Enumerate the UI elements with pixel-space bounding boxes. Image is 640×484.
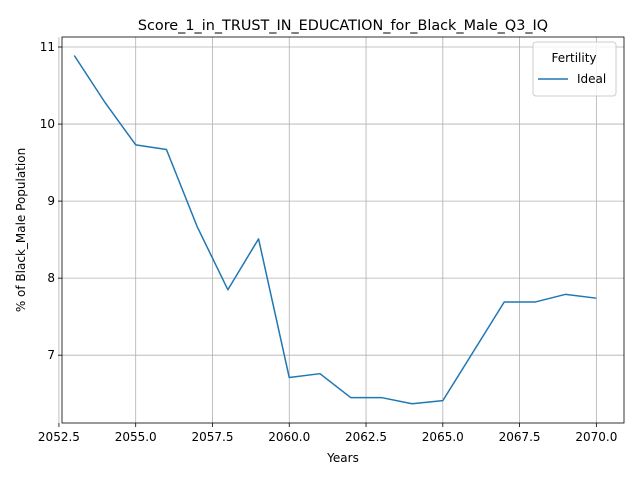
x-tick-label: 2062.5 — [345, 430, 387, 444]
x-tick-label: 2055.0 — [115, 430, 157, 444]
grid — [58, 37, 624, 423]
chart-title: Score_1_in_TRUST_IN_EDUCATION_for_Black_… — [138, 18, 548, 34]
x-tick-label: 2065.0 — [422, 430, 464, 444]
x-tick-label: 2060.0 — [268, 430, 310, 444]
series-layer — [73, 55, 597, 405]
x-tick-label: 2070.0 — [575, 430, 617, 444]
legend: Fertility Ideal — [532, 41, 617, 97]
legend-label-ideal: Ideal — [577, 72, 606, 86]
y-tick-label: 8 — [47, 271, 55, 285]
legend-title: Fertility — [551, 51, 596, 65]
x-tick-label: 2052.5 — [38, 430, 80, 444]
plot-frame — [61, 36, 625, 424]
y-tick-label: 7 — [47, 348, 55, 362]
x-tick-label: 2057.5 — [191, 430, 233, 444]
series-line-ideal — [73, 55, 597, 405]
y-tick-label: 10 — [40, 117, 55, 131]
y-tick-label: 11 — [40, 40, 55, 54]
x-axis-label: Years — [326, 451, 359, 465]
y-axis-label: % of Black_Male Population — [14, 148, 28, 312]
y-tick-label: 9 — [47, 194, 55, 208]
x-tick-label: 2067.5 — [499, 430, 541, 444]
legend-frame — [532, 41, 617, 97]
axes: 2052.5 2055.0 2057.5 2060.0 2062.5 2065.0 2067… — [38, 36, 625, 444]
